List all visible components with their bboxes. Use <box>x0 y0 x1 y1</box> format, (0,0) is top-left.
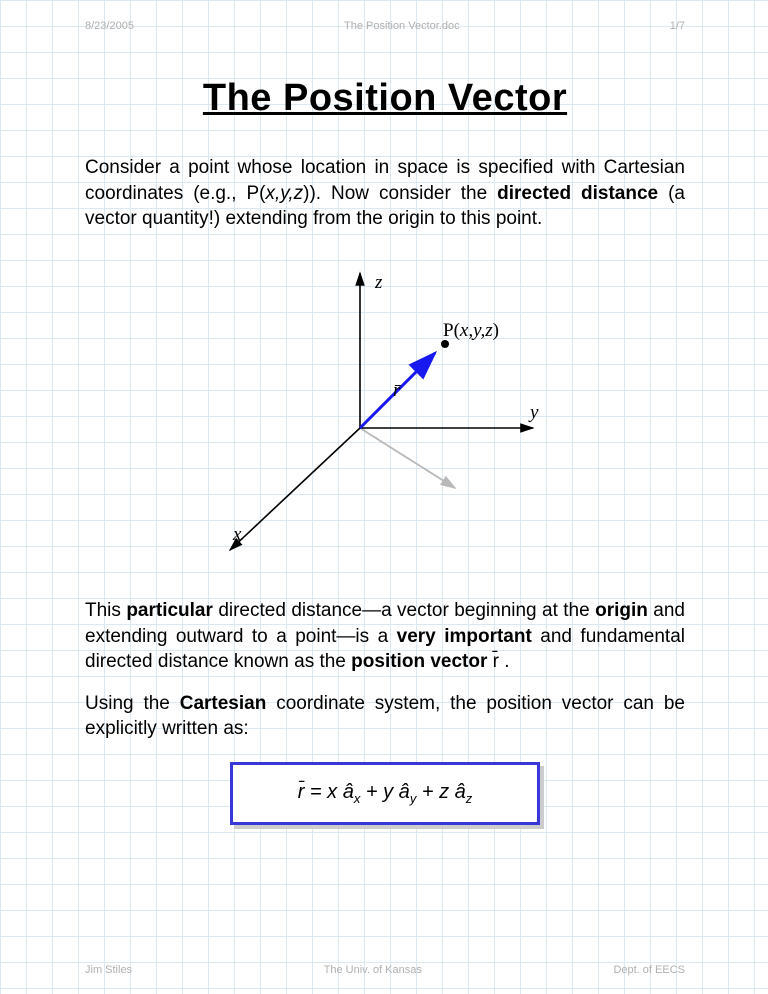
p1-vars: x,y,z <box>265 183 303 204</box>
p2-t3: directed distance—a vector beginning at … <box>213 600 595 621</box>
page-title: The Position Vector <box>85 77 685 120</box>
point-label: P(x,y,z) <box>443 320 499 341</box>
footer-dept: Dept. of EECS <box>613 964 685 976</box>
y-label: y <box>528 402 539 423</box>
p1-text3: )). Now consider the <box>303 183 497 204</box>
p1-bold1: directed distance <box>497 183 658 204</box>
page-content: 8/23/2005 The Position Vector.doc 1/7 Th… <box>85 20 685 975</box>
p3-b1: Cartesian <box>180 693 267 714</box>
p2-b2: origin <box>595 600 648 621</box>
formula-box: r̄ = x âx + y ây + z âz <box>230 762 540 825</box>
p2-t9: r̄ . <box>487 651 509 672</box>
p3-t1: Using the <box>85 693 180 714</box>
r-label: r̄ <box>393 380 401 401</box>
footer-author: Jim Stiles <box>85 964 132 976</box>
formula-text: r̄ = x âx + y ây + z âz <box>298 781 473 803</box>
p2-t1: This <box>85 600 126 621</box>
footer-institution: The Univ. of Kansas <box>324 964 422 976</box>
paragraph-3: Using the Cartesian coordinate system, t… <box>85 691 685 742</box>
header-page: 1/7 <box>670 20 685 32</box>
coordinate-diagram: z y x r̄ P(x,y,z) <box>85 248 685 578</box>
page-header: 8/23/2005 The Position Vector.doc 1/7 <box>85 20 685 32</box>
header-date: 8/23/2005 <box>85 20 134 32</box>
diagram-svg: z y x r̄ P(x,y,z) <box>85 248 685 578</box>
point-p <box>441 340 449 348</box>
page-footer: Jim Stiles The Univ. of Kansas Dept. of … <box>85 964 685 976</box>
paragraph-2: This particular directed distance—a vect… <box>85 598 685 675</box>
paragraph-1: Consider a point whose location in space… <box>85 155 685 232</box>
z-label: z <box>374 272 383 293</box>
x-label: x <box>232 524 242 545</box>
shadow-vector <box>360 428 455 488</box>
p2-b3: very important <box>397 626 532 647</box>
x-axis <box>230 428 360 550</box>
header-filename: The Position Vector.doc <box>344 20 460 32</box>
p2-b4: position vector <box>351 651 487 672</box>
p2-b1: particular <box>126 600 213 621</box>
